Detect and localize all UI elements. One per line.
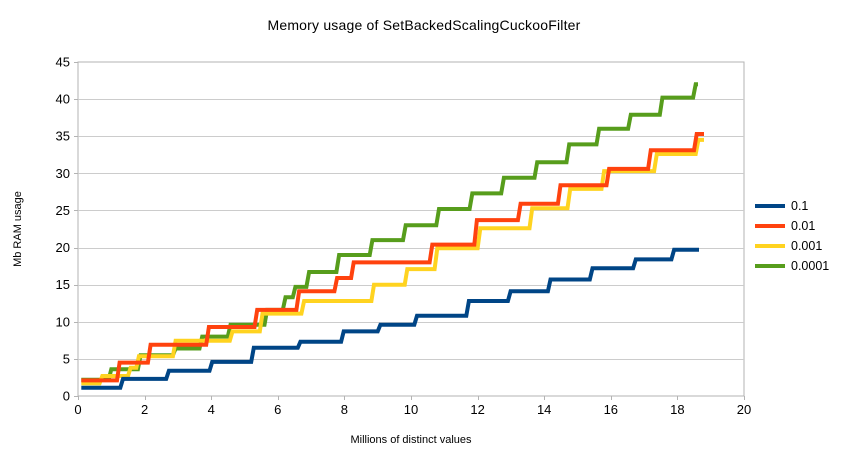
x-tick-label-0: 0 bbox=[74, 402, 81, 417]
series-line-0.01 bbox=[81, 132, 704, 383]
legend-swatch-yellow bbox=[755, 244, 785, 248]
x-axis-title: Millions of distinct values bbox=[350, 434, 472, 446]
axis-ticks: 0 5 10 15 20 25 30 35 40 45 0 2 4 6 8 10 12 14 16 18 20 bbox=[56, 55, 752, 418]
y-tick-label-40: 40 bbox=[56, 92, 70, 107]
y-tick-label-15: 15 bbox=[56, 277, 70, 292]
legend-entry-0.01: 0.01 bbox=[755, 216, 847, 236]
y-tick-label-0: 0 bbox=[63, 389, 70, 404]
legend-label: 0.1 bbox=[791, 199, 809, 213]
legend-entry-0.001: 0.001 bbox=[755, 236, 847, 256]
y-tick-label-10: 10 bbox=[56, 314, 70, 329]
legend-label: 0.01 bbox=[791, 219, 816, 233]
x-tick-label-14: 14 bbox=[537, 402, 551, 417]
x-tick-label-8: 8 bbox=[341, 402, 348, 417]
chart-title: Memory usage of SetBackedScalingCuckooFi… bbox=[267, 17, 581, 33]
series-line-0.0001 bbox=[81, 82, 698, 382]
y-tick-label-5: 5 bbox=[63, 351, 70, 366]
x-tick-label-20: 20 bbox=[737, 402, 751, 417]
x-tick-label-16: 16 bbox=[604, 402, 618, 417]
x-tick-label-12: 12 bbox=[470, 402, 484, 417]
series-lines bbox=[81, 82, 704, 390]
legend-label: 0.0001 bbox=[791, 259, 830, 273]
x-tick-label-18: 18 bbox=[670, 402, 684, 417]
legend: 0.1 0.01 0.001 0.0001 bbox=[755, 196, 847, 276]
y-tick-label-35: 35 bbox=[56, 129, 70, 144]
legend-entry-0.1: 0.1 bbox=[755, 196, 847, 216]
x-tick-label-6: 6 bbox=[274, 402, 281, 417]
y-tick-label-30: 30 bbox=[56, 166, 70, 181]
y-tick-label-20: 20 bbox=[56, 240, 70, 255]
y-axis-title: Mb RAM usage bbox=[12, 191, 24, 267]
y-tick-label-45: 45 bbox=[56, 55, 70, 70]
legend-label: 0.001 bbox=[791, 239, 823, 253]
series-line-0.1 bbox=[81, 247, 699, 390]
legend-swatch-green bbox=[755, 264, 785, 268]
gridlines bbox=[77, 61, 745, 397]
legend-entry-0.0001: 0.0001 bbox=[755, 256, 847, 276]
x-tick-label-2: 2 bbox=[141, 402, 148, 417]
x-tick-label-10: 10 bbox=[404, 402, 418, 417]
legend-swatch-red bbox=[755, 224, 785, 228]
y-tick-label-25: 25 bbox=[56, 203, 70, 218]
legend-swatch-blue bbox=[755, 204, 785, 208]
x-tick-label-4: 4 bbox=[208, 402, 215, 417]
